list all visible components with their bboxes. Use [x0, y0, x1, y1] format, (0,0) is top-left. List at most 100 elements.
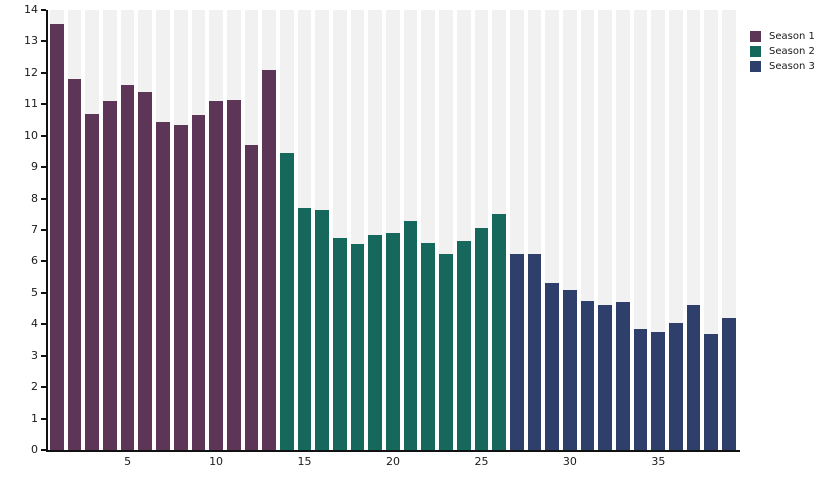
bar-season1-ep10 [209, 101, 223, 450]
bar-season1-ep4 [103, 101, 117, 450]
bar-season2-ep25 [474, 228, 489, 450]
y-tick-mark [41, 166, 46, 169]
bar-slot [525, 10, 544, 450]
bar-slot [419, 10, 438, 450]
legend-swatch-icon [750, 31, 761, 42]
bar-slot [366, 10, 385, 450]
bar-season3-ep36 [669, 322, 683, 450]
x-axis-line [46, 450, 740, 452]
bar-season2-ep24 [456, 241, 471, 450]
bar-season2-ep20 [386, 233, 400, 450]
y-tick-mark [41, 386, 46, 389]
plot-area [48, 10, 738, 450]
x-tick-label: 10 [209, 455, 224, 468]
y-tick-mark [41, 103, 46, 106]
bar-slot [207, 10, 225, 450]
y-tick-label: 9 [31, 160, 38, 174]
legend-row: Season 2 [750, 44, 815, 59]
bar-season3-ep29 [545, 283, 559, 450]
bar-slot [65, 10, 84, 450]
bar-slot [101, 10, 119, 450]
bar-slot [48, 10, 66, 450]
legend-label: Season 1 [769, 31, 815, 42]
bar-slot [490, 10, 508, 450]
x-tick-label: 35 [651, 455, 666, 468]
bar-slot [189, 10, 208, 450]
bar-season1-ep3 [85, 113, 100, 450]
legend-swatch-icon [750, 61, 761, 72]
bar-season1-ep8 [173, 124, 188, 450]
bar-season2-ep21 [403, 220, 418, 450]
y-tick-label: 5 [31, 285, 38, 299]
bar-slot [631, 10, 650, 450]
bar-slot [384, 10, 402, 450]
y-tick-label: 12 [24, 65, 38, 79]
bar-season2-ep17 [333, 237, 347, 450]
x-tick-label: 5 [124, 455, 132, 468]
bar-slot [295, 10, 314, 450]
y-tick-mark [41, 291, 46, 294]
y-tick-mark [41, 197, 46, 200]
bar-season3-ep38 [704, 333, 719, 450]
bar-season3-ep34 [633, 329, 648, 450]
y-tick-label: 13 [24, 34, 38, 48]
legend-label: Season 3 [769, 61, 815, 72]
bar-season1-ep12 [244, 145, 259, 450]
x-tick-label: 25 [474, 455, 489, 468]
bar-slot [331, 10, 349, 450]
bar-season1-ep7 [156, 121, 170, 450]
bar-season2-ep14 [279, 153, 294, 450]
bar-season3-ep37 [686, 305, 701, 450]
bar-slot [171, 10, 190, 450]
legend-label: Season 2 [769, 46, 815, 57]
y-tick-mark [41, 134, 46, 137]
bar-season2-ep19 [368, 234, 383, 450]
bar-season1-ep13 [262, 69, 276, 450]
bar-slot [702, 10, 721, 450]
y-tick-mark [41, 354, 46, 357]
bar-season3-ep31 [580, 300, 595, 450]
bar-slot [649, 10, 668, 450]
bar-slot [260, 10, 278, 450]
bar-season1-ep6 [138, 91, 153, 450]
bar-season1-ep5 [120, 85, 135, 450]
y-tick-mark [41, 449, 46, 451]
bar-slot [472, 10, 491, 450]
y-tick-mark [41, 40, 46, 43]
bar-slot [313, 10, 331, 450]
y-tick-mark [41, 229, 46, 231]
y-tick-label: 3 [31, 348, 38, 362]
y-tick-label: 7 [31, 223, 38, 236]
y-tick-mark [41, 9, 46, 11]
legend: Season 1 Season 2 Season 3 [750, 29, 815, 74]
bar-season2-ep15 [297, 208, 312, 450]
y-tick-label: 6 [31, 254, 38, 268]
y-tick-mark [41, 323, 46, 326]
bar-slot [667, 10, 685, 450]
x-tick-label: 30 [562, 455, 577, 468]
bar-season3-ep35 [651, 332, 666, 450]
bar-season3-ep27 [509, 253, 524, 450]
bar-slot [614, 10, 632, 450]
y-tick-label: 2 [31, 380, 38, 394]
bar-season2-ep18 [350, 244, 365, 450]
bar-season3-ep32 [598, 305, 612, 450]
bar-slot [277, 10, 296, 450]
bars-container [48, 10, 738, 450]
bar-season1-ep9 [191, 115, 206, 450]
bar-slot [401, 10, 420, 450]
bar-slot [242, 10, 261, 450]
y-tick-mark [41, 260, 46, 263]
bar-season1-ep11 [226, 99, 241, 450]
bar-slot [83, 10, 102, 450]
bar-season3-ep39 [722, 318, 736, 450]
y-tick-label: 14 [24, 3, 38, 16]
bar-season2-ep16 [315, 209, 329, 450]
bar-slot [154, 10, 172, 450]
y-axis-line [46, 10, 48, 452]
bar-season1-ep1 [50, 24, 64, 450]
bar-slot [684, 10, 703, 450]
x-tick-label: 20 [386, 455, 400, 468]
bar-slot [136, 10, 155, 450]
